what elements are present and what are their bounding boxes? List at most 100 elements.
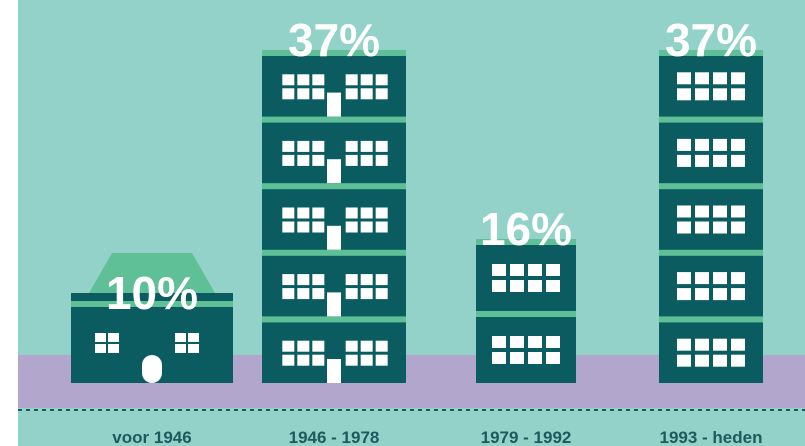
window: [297, 222, 309, 233]
window: [361, 341, 373, 352]
window: [346, 341, 358, 352]
window: [695, 272, 709, 284]
window: [312, 208, 324, 219]
window: [346, 88, 358, 99]
window: [677, 72, 691, 84]
window: [346, 141, 358, 152]
window: [312, 88, 324, 99]
window: [695, 206, 709, 218]
window: [376, 74, 388, 85]
window: [361, 141, 373, 152]
window: [282, 274, 294, 285]
window: [361, 355, 373, 366]
window: [376, 155, 388, 166]
window: [95, 333, 106, 342]
window: [677, 288, 691, 300]
window: [312, 288, 324, 299]
window: [695, 88, 709, 100]
window: [346, 208, 358, 219]
value-label: 37%: [288, 14, 380, 66]
window: [312, 355, 324, 366]
window: [731, 288, 745, 300]
window: [361, 208, 373, 219]
window: [731, 72, 745, 84]
window: [297, 274, 309, 285]
window: [713, 339, 727, 351]
window: [282, 141, 294, 152]
window: [188, 333, 199, 342]
window: [528, 280, 542, 292]
floor-line: [476, 311, 576, 317]
window: [312, 74, 324, 85]
window: [361, 88, 373, 99]
door: [327, 93, 341, 117]
window: [282, 341, 294, 352]
window: [312, 141, 324, 152]
door: [142, 355, 162, 383]
value-label: 10%: [106, 267, 198, 319]
door: [327, 159, 341, 183]
window: [297, 74, 309, 85]
window: [713, 272, 727, 284]
x-tick-label: 1993 - heden: [660, 428, 763, 446]
window: [510, 264, 524, 276]
door: [327, 226, 341, 250]
floor-line: [659, 117, 763, 123]
door: [327, 359, 341, 383]
window: [492, 264, 506, 276]
window: [282, 355, 294, 366]
window: [297, 141, 309, 152]
floor-line: [659, 316, 763, 322]
window: [297, 355, 309, 366]
floor-line: [262, 316, 406, 322]
window: [376, 274, 388, 285]
window: [346, 274, 358, 285]
window: [695, 139, 709, 151]
window: [492, 352, 506, 364]
window: [546, 352, 560, 364]
window: [297, 155, 309, 166]
window: [731, 339, 745, 351]
window: [175, 333, 186, 342]
window: [312, 222, 324, 233]
window: [282, 155, 294, 166]
window: [677, 272, 691, 284]
window: [492, 280, 506, 292]
window: [695, 288, 709, 300]
window: [713, 288, 727, 300]
window: [376, 341, 388, 352]
floor-line: [659, 250, 763, 256]
window: [731, 222, 745, 234]
window: [108, 333, 119, 342]
window: [297, 88, 309, 99]
window: [731, 139, 745, 151]
window: [361, 274, 373, 285]
window: [695, 339, 709, 351]
window: [312, 155, 324, 166]
window: [695, 355, 709, 367]
floor-line: [262, 117, 406, 123]
window: [297, 341, 309, 352]
window: [376, 355, 388, 366]
left-margin: [0, 0, 18, 446]
window: [376, 208, 388, 219]
window: [346, 74, 358, 85]
window: [677, 139, 691, 151]
window: [188, 344, 199, 353]
window: [546, 264, 560, 276]
window: [510, 280, 524, 292]
window: [731, 272, 745, 284]
window: [95, 344, 106, 353]
window: [677, 222, 691, 234]
window: [108, 344, 119, 353]
window: [677, 155, 691, 167]
window: [346, 155, 358, 166]
window: [677, 339, 691, 351]
window: [713, 355, 727, 367]
window: [282, 222, 294, 233]
window: [713, 88, 727, 100]
x-tick-label: 1946 - 1978: [289, 428, 380, 446]
value-label: 37%: [665, 14, 757, 66]
chart: 10%voor 194637%1946 - 197816%1979 - 1992…: [0, 0, 805, 446]
window: [312, 274, 324, 285]
